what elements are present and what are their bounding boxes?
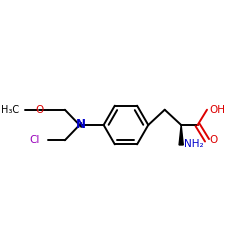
Text: N: N <box>76 118 86 132</box>
Text: O: O <box>35 105 43 115</box>
Polygon shape <box>179 125 183 145</box>
Text: OH: OH <box>209 105 225 115</box>
Text: O: O <box>209 135 217 145</box>
Text: Cl: Cl <box>30 135 40 145</box>
Text: H₃C: H₃C <box>1 105 19 115</box>
Text: NH₂: NH₂ <box>184 139 204 149</box>
